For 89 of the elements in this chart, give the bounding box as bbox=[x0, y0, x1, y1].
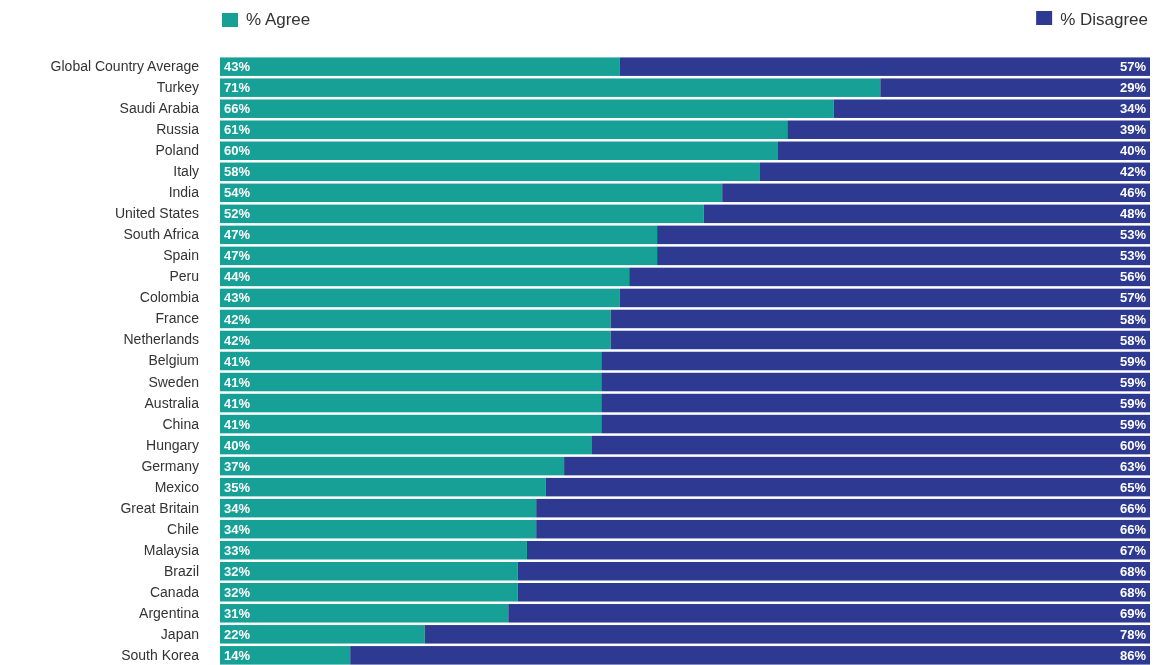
y-tick-label: Canada bbox=[149, 583, 200, 600]
data-label: 61% bbox=[224, 122, 251, 138]
data-label: 14% bbox=[224, 647, 251, 663]
data-label: 41% bbox=[224, 416, 251, 432]
data-label: 32% bbox=[224, 563, 251, 579]
data-label: 66% bbox=[1119, 500, 1147, 516]
data-label: 86% bbox=[1119, 647, 1147, 663]
y-tick-label: Global Country Average bbox=[50, 58, 200, 75]
data-label: 54% bbox=[224, 185, 251, 201]
y-tick-label: Mexico bbox=[154, 478, 200, 495]
data-label: 47% bbox=[224, 248, 251, 264]
data-label: 35% bbox=[224, 479, 251, 495]
y-tick-label: Australia bbox=[144, 394, 200, 411]
data-label: 47% bbox=[224, 227, 251, 243]
data-label: 53% bbox=[1119, 248, 1147, 264]
data-label: 57% bbox=[1119, 290, 1147, 306]
y-tick-label: Russia bbox=[156, 121, 200, 138]
data-label: 37% bbox=[224, 458, 251, 474]
y-tick-label: Chile bbox=[167, 520, 200, 537]
y-tick-label: Spain bbox=[163, 247, 199, 264]
data-label: 29% bbox=[1119, 80, 1147, 96]
data-label: 71% bbox=[224, 80, 251, 96]
data-label: 34% bbox=[224, 521, 251, 537]
y-tick-label: South Korea bbox=[121, 646, 200, 663]
data-label: 40% bbox=[224, 437, 251, 453]
data-label: 68% bbox=[1119, 584, 1147, 600]
y-tick-label: Belgium bbox=[148, 352, 199, 369]
legend-label: % Agree bbox=[246, 10, 311, 29]
y-tick-label: Sweden bbox=[148, 373, 199, 390]
data-label: 59% bbox=[1119, 374, 1147, 390]
data-label: 59% bbox=[1119, 353, 1147, 369]
y-tick-label: South Africa bbox=[123, 226, 200, 243]
y-tick-label: Brazil bbox=[163, 562, 199, 579]
data-label: 53% bbox=[1119, 227, 1147, 243]
y-tick-label: Colombia bbox=[139, 289, 200, 306]
data-label: 78% bbox=[1119, 626, 1147, 642]
data-label: 46% bbox=[1119, 185, 1147, 201]
data-label: 57% bbox=[1119, 59, 1147, 75]
data-label: 31% bbox=[224, 605, 251, 621]
data-label: 42% bbox=[224, 311, 251, 327]
data-label: 60% bbox=[224, 143, 251, 159]
y-tick-label: Peru bbox=[169, 268, 199, 285]
y-tick-label: Malaysia bbox=[143, 541, 200, 558]
data-label: 39% bbox=[1119, 122, 1147, 138]
y-tick-label: Germany bbox=[141, 457, 199, 474]
data-label: 44% bbox=[224, 269, 251, 285]
data-label: 43% bbox=[224, 59, 251, 75]
y-tick-label: Great Britain bbox=[120, 499, 199, 516]
data-label: 48% bbox=[1119, 206, 1147, 222]
data-label: 42% bbox=[1119, 164, 1147, 180]
legend-label: % Disagree bbox=[1060, 10, 1148, 29]
data-label: 56% bbox=[1119, 269, 1147, 285]
y-tick-label: Poland bbox=[155, 142, 199, 159]
y-tick-label: Hungary bbox=[146, 436, 199, 453]
data-label: 63% bbox=[1119, 458, 1147, 474]
data-label: 58% bbox=[1119, 311, 1147, 327]
data-label: 66% bbox=[224, 101, 251, 117]
data-label: 69% bbox=[1119, 605, 1147, 621]
y-tick-label: Italy bbox=[173, 163, 199, 180]
data-label: 34% bbox=[224, 500, 251, 516]
data-label: 66% bbox=[1119, 521, 1147, 537]
data-label: 41% bbox=[224, 353, 251, 369]
data-label: 52% bbox=[224, 206, 251, 222]
y-tick-label: France bbox=[155, 310, 200, 327]
y-tick-label: Turkey bbox=[156, 79, 199, 96]
data-label: 67% bbox=[1119, 542, 1147, 558]
data-label: 42% bbox=[224, 332, 251, 348]
data-label: 58% bbox=[1119, 332, 1147, 348]
y-tick-label: United States bbox=[114, 205, 199, 222]
data-label: 33% bbox=[224, 542, 251, 558]
data-label: 68% bbox=[1119, 563, 1147, 579]
data-label: 60% bbox=[1119, 437, 1147, 453]
y-tick-label: Argentina bbox=[139, 604, 200, 621]
data-label: 43% bbox=[224, 290, 251, 306]
y-tick-label: Japan bbox=[160, 625, 199, 642]
data-label: 59% bbox=[1119, 416, 1147, 432]
y-tick-label: Netherlands bbox=[123, 331, 199, 348]
data-label: 40% bbox=[1119, 143, 1147, 159]
y-tick-label: India bbox=[168, 184, 200, 201]
data-label: 34% bbox=[1119, 101, 1147, 117]
data-label: 58% bbox=[224, 164, 251, 180]
data-label: 41% bbox=[224, 395, 251, 411]
data-label: 22% bbox=[224, 626, 251, 642]
data-label: 59% bbox=[1119, 395, 1147, 411]
data-label: 41% bbox=[224, 374, 251, 390]
y-tick-label: Saudi Arabia bbox=[119, 100, 200, 117]
data-label: 32% bbox=[224, 584, 251, 600]
y-tick-label: China bbox=[162, 415, 200, 432]
data-label: 65% bbox=[1119, 479, 1147, 495]
